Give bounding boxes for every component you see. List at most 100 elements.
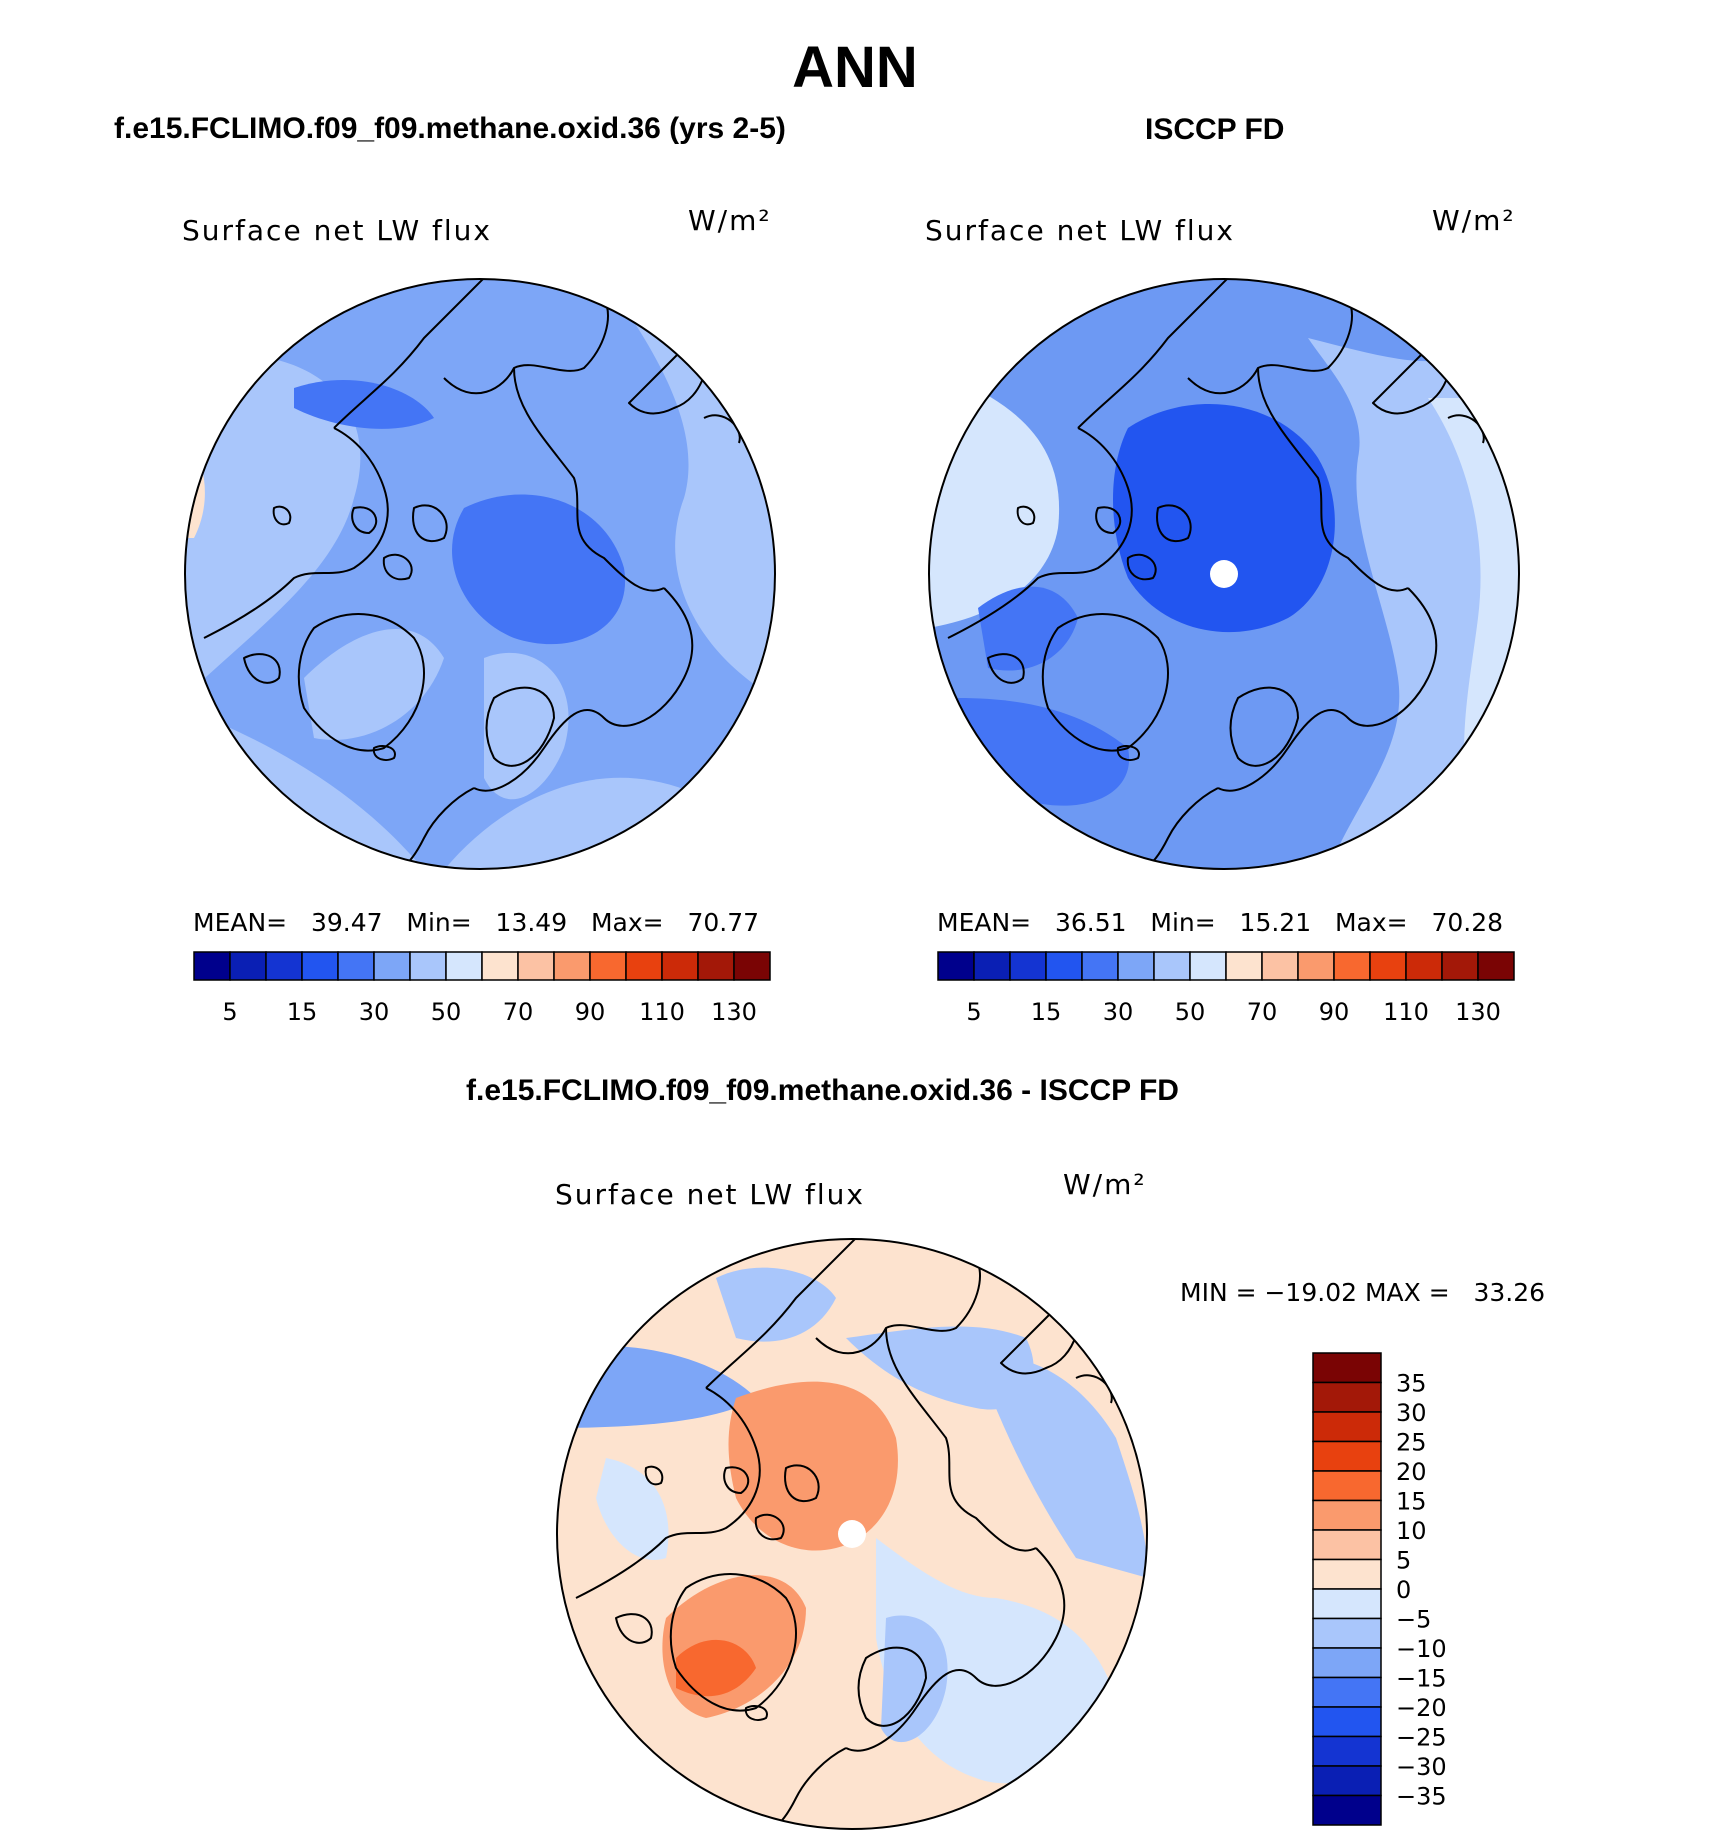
panel-1-header: f.e15.FCLIMO.f09_f09.methane.oxid.36 (yr… (114, 112, 786, 145)
colorbar-tick-label: 15 (1396, 1488, 1427, 1516)
colorbar-swatch (1312, 1499, 1382, 1531)
field-region-dark (452, 494, 626, 645)
colorbar-tick-label: 50 (1175, 998, 1206, 1026)
colorbar-swatch (1153, 951, 1191, 981)
colorbar-swatch (1225, 951, 1263, 981)
colorbar-swatch (193, 951, 231, 981)
min-label: Min= (406, 908, 472, 937)
colorbar-swatch (589, 951, 627, 981)
colorbar-swatch (1369, 951, 1407, 981)
colorbar-tick-label: 35 (1396, 1370, 1427, 1398)
panel-1-stats: MEAN= 39.47 Min= 13.49 Max= 70.77 (193, 908, 759, 937)
colorbar-tick-label: −10 (1396, 1635, 1447, 1663)
colorbar-swatch (1045, 951, 1083, 981)
colorbar-swatch (1312, 1352, 1382, 1384)
colorbar-swatch (1189, 951, 1227, 981)
colorbar-tick-label: −30 (1396, 1753, 1447, 1781)
colorbar-swatch (1333, 951, 1371, 981)
colorbar-swatch (1312, 1381, 1382, 1413)
mean-label: MEAN= (937, 908, 1032, 937)
colorbar-swatch (661, 951, 699, 981)
colorbar-tick-label: 10 (1396, 1517, 1427, 1545)
colorbar-swatch (1312, 1676, 1382, 1708)
colorbar-swatch (1081, 951, 1119, 981)
colorbar-swatch (1312, 1558, 1382, 1590)
field-region-cool (716, 1267, 836, 1342)
field-region-light (185, 354, 361, 698)
diff-variable-label: Surface net LW flux (555, 1178, 865, 1211)
colorbar-tick-label: 30 (1103, 998, 1134, 1026)
colorbar-swatch (301, 951, 339, 981)
diff-minmax-text: MIN = −19.02 MAX = 33.26 (1180, 1278, 1546, 1307)
colorbar-swatch (337, 951, 375, 981)
pole-missing-data-marker (1210, 560, 1238, 588)
min-label: Min= (1150, 908, 1216, 937)
colorbar-tick-label: −15 (1396, 1665, 1447, 1693)
colorbar-swatch (1312, 1470, 1382, 1502)
colorbar-swatch (1312, 1588, 1382, 1620)
field-region-dark (978, 586, 1078, 671)
colorbar-swatch (1312, 1617, 1382, 1649)
colorbar-tick-label: −5 (1396, 1606, 1431, 1634)
panel-2-polar-map (928, 278, 1520, 870)
panel-2-stats: MEAN= 36.51 Min= 15.21 Max= 70.28 (937, 908, 1503, 937)
colorbar-tick-label: 130 (1455, 998, 1501, 1026)
colorbar-tick-label: 5 (1396, 1547, 1411, 1575)
coastlines (947, 279, 1485, 869)
field-region-warm (728, 1381, 898, 1551)
max-label: Max= (1334, 908, 1408, 937)
panel-1-units-label: W/m² (688, 204, 772, 237)
panel-2-variable-label: Surface net LW flux (925, 214, 1235, 247)
map-boundary (184, 278, 776, 870)
colorbar-tick-label: 70 (503, 998, 534, 1026)
colorbar-swatch (937, 951, 975, 981)
panel-2-colorbar: 5 15 30 50 70 90 110 130 (937, 951, 1515, 1026)
min-value: 13.49 (495, 908, 568, 937)
min-value: 15.21 (1239, 908, 1312, 937)
colorbar-tick-label: −25 (1396, 1724, 1447, 1752)
max-value: 70.28 (1431, 908, 1504, 937)
colorbar-tick-label: 110 (1383, 998, 1429, 1026)
colorbar-swatch (733, 951, 771, 981)
colorbar-tick-label: 15 (287, 998, 318, 1026)
panel-1-colorbar: 5 15 30 50 70 90 110 130 (193, 951, 771, 1026)
colorbar-swatch (1312, 1529, 1382, 1561)
main-title: ANN (792, 35, 918, 100)
colorbar-tick-label: 30 (1396, 1399, 1427, 1427)
colorbar-swatch (1312, 1440, 1382, 1472)
diff-panel-header: f.e15.FCLIMO.f09_f09.methane.oxid.36 - I… (466, 1074, 1179, 1107)
colorbar-tick-label: 130 (711, 998, 757, 1026)
colorbar-tick-label: 90 (575, 998, 606, 1026)
colorbar-tick-label: −20 (1396, 1694, 1447, 1722)
colorbar-swatch (265, 951, 303, 981)
colorbar-tick-label: 5 (966, 998, 981, 1026)
panel-2-units-label: W/m² (1432, 204, 1516, 237)
panel-2-header: ISCCP FD (1145, 113, 1285, 146)
colorbar-swatch (553, 951, 591, 981)
field-region-dark (294, 379, 434, 429)
colorbar-swatch (229, 951, 267, 981)
colorbar-tick-label: 25 (1396, 1429, 1427, 1457)
colorbar-swatch (517, 951, 555, 981)
colorbar-swatch (1297, 951, 1335, 981)
colorbar-swatch (697, 951, 735, 981)
colorbar-tick-label: 0 (1396, 1576, 1411, 1604)
field-region-warmer (676, 1639, 756, 1697)
diff-units-label: W/m² (1063, 1168, 1147, 1201)
colorbar-tick-label: 110 (639, 998, 685, 1026)
mean-value: 39.47 (310, 908, 383, 937)
scandinavia-field (484, 652, 569, 800)
colorbar-swatch (625, 951, 663, 981)
colorbar-swatch (973, 951, 1011, 981)
diff-polar-map (556, 1238, 1148, 1830)
colorbar-swatch (1477, 951, 1515, 981)
colorbar-swatch (1117, 951, 1155, 981)
colorbar-swatch (445, 951, 483, 981)
colorbar-tick-label: −35 (1396, 1783, 1447, 1811)
colorbar-swatch (1405, 951, 1443, 981)
map-boundary (556, 1238, 1148, 1830)
colorbar-swatch (1312, 1411, 1382, 1443)
greenland-field (304, 629, 444, 740)
field-region-cool (976, 1356, 1147, 1578)
